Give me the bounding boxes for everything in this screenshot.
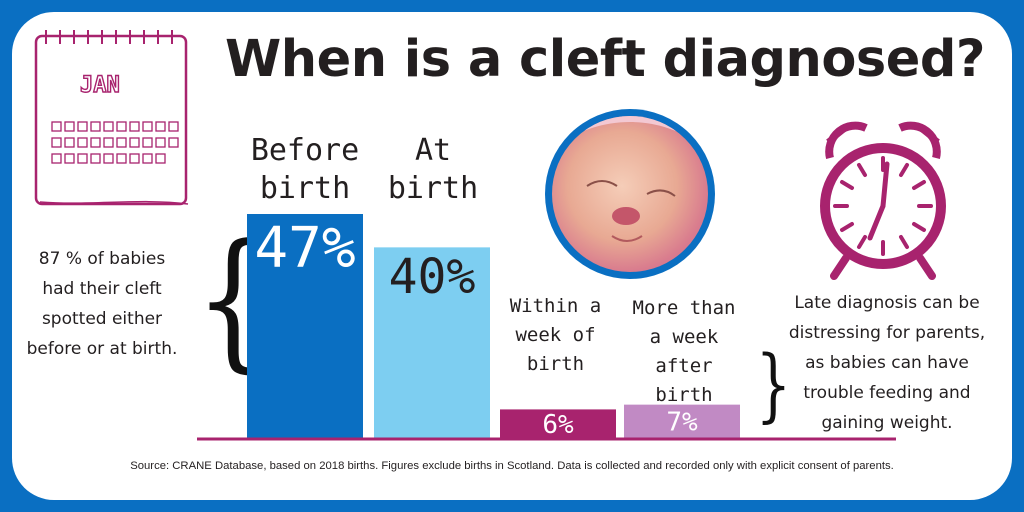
value-label-before-birth: 47% (254, 216, 355, 281)
bar-before-birth (247, 214, 363, 438)
bar-at-birth (374, 247, 490, 438)
bar-after-week (624, 404, 740, 438)
category-label-before-birth: Before birth (250, 133, 360, 206)
baby-photo (545, 109, 715, 279)
right-brace-icon: } (755, 338, 792, 431)
right-note: Late diagnosis can be distressing for pa… (788, 293, 986, 433)
category-label-after-week: More than a week after birth (632, 297, 736, 406)
calendar-icon: JAN (34, 30, 189, 206)
alarm-clock-icon (820, 121, 946, 280)
value-label-after-week: 7% (666, 408, 698, 438)
page-title: When is a cleft diagnosed? (225, 30, 985, 89)
value-label-within-week: 6% (542, 410, 574, 440)
left-note: 87 % of babies had their cleft spotted e… (26, 249, 178, 359)
value-label-at-birth: 40% (389, 249, 476, 305)
category-label-within-week: Within a week of birth (509, 295, 602, 375)
source-note: Source: CRANE Database, based on 2018 bi… (130, 460, 894, 472)
category-label-at-birth: At birth (387, 133, 479, 206)
bar-within-week (500, 409, 616, 438)
calendar-month: JAN (80, 73, 120, 98)
